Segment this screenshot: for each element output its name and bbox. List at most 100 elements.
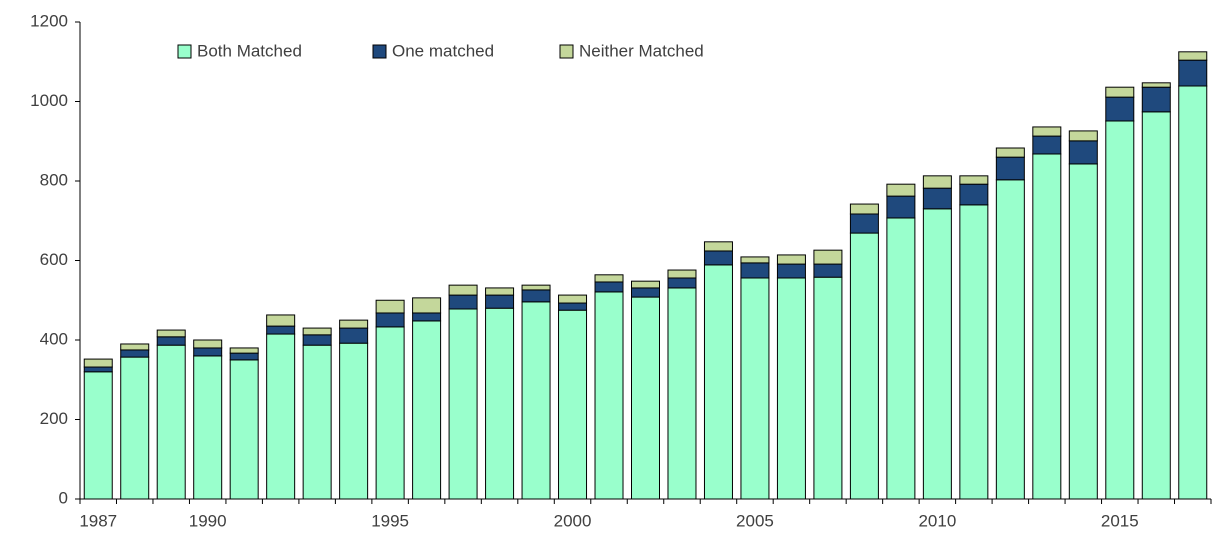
bar-segment xyxy=(594,274,624,283)
bar-segment xyxy=(631,296,660,500)
bar-segment xyxy=(1141,82,1171,88)
bar-segment xyxy=(995,179,1025,500)
bar-segment xyxy=(375,326,405,500)
bar-segment xyxy=(120,356,150,500)
x-tick-label: 2010 xyxy=(918,511,956,530)
y-tick-label: 1000 xyxy=(30,91,68,110)
bar-segment xyxy=(1105,120,1135,500)
bar-segment xyxy=(558,302,588,311)
bar-segment xyxy=(83,358,113,368)
bar-segment xyxy=(485,287,515,296)
bar-segment xyxy=(849,232,879,500)
y-tick-label: 200 xyxy=(40,409,68,428)
bar-segment xyxy=(922,175,952,189)
bar-segment xyxy=(667,287,697,500)
bar-segment xyxy=(703,241,733,252)
legend-label: Neither Matched xyxy=(579,41,704,60)
bar-segment xyxy=(156,329,186,338)
bar-segment xyxy=(886,183,916,197)
bar-segment xyxy=(120,349,150,358)
bar-segment xyxy=(1178,51,1208,61)
bar-segment xyxy=(631,287,660,298)
bar-segment xyxy=(1032,126,1062,137)
bar-segment xyxy=(229,359,259,500)
bar-segment xyxy=(776,263,806,279)
bar-segment xyxy=(558,294,588,304)
bar-segment xyxy=(339,342,369,500)
y-tick-label: 400 xyxy=(40,329,68,348)
x-tick-label: 2015 xyxy=(1101,511,1139,530)
bar-segment xyxy=(229,352,259,361)
bar-segment xyxy=(1141,111,1171,500)
bar-segment xyxy=(302,344,332,500)
bar-segment xyxy=(959,204,989,500)
legend-swatch xyxy=(177,44,192,59)
bar-segment xyxy=(849,213,879,234)
bar-segment xyxy=(521,289,551,303)
bar-segment xyxy=(594,291,624,500)
bar-segment xyxy=(229,347,259,354)
bar-segment xyxy=(922,187,952,210)
bar-segment xyxy=(995,147,1025,158)
bar-segment xyxy=(193,355,223,500)
bar-segment xyxy=(302,334,332,346)
bar-segment xyxy=(849,203,879,215)
bar-segment xyxy=(412,312,442,322)
bar-segment xyxy=(266,314,296,327)
bar-segment xyxy=(83,366,113,373)
bar-segment xyxy=(776,277,806,500)
bar-segment xyxy=(740,277,770,500)
bar-segment xyxy=(266,333,296,500)
x-tick-label: 1990 xyxy=(189,511,227,530)
bar-segment xyxy=(485,307,515,500)
legend-swatch xyxy=(559,44,574,59)
y-tick-label: 800 xyxy=(40,170,68,189)
bar-segment xyxy=(1068,163,1098,500)
bar-segment xyxy=(266,325,296,335)
bar-segment xyxy=(1068,130,1098,142)
legend-label: Both Matched xyxy=(197,41,302,60)
bar-segment xyxy=(740,256,770,264)
bar-segment xyxy=(1068,140,1098,165)
bar-segment xyxy=(667,269,697,279)
bar-segment xyxy=(1105,86,1135,98)
bar-segment xyxy=(156,344,186,500)
bar-segment xyxy=(375,312,405,328)
y-tick-label: 0 xyxy=(59,488,68,507)
bar-segment xyxy=(302,327,332,336)
bar-segment xyxy=(1032,153,1062,500)
bar-segment xyxy=(1141,86,1171,113)
bar-segment xyxy=(631,280,660,289)
x-tick-label: 2005 xyxy=(736,511,774,530)
x-tick-label: 1987 xyxy=(79,511,117,530)
bar-segment xyxy=(412,297,442,314)
bar-segment xyxy=(193,339,223,349)
bar-segment xyxy=(959,175,989,185)
x-tick-label: 2000 xyxy=(554,511,592,530)
y-tick-label: 600 xyxy=(40,250,68,269)
bar-segment xyxy=(703,250,733,266)
bar-segment xyxy=(1178,59,1208,87)
bar-segment xyxy=(1178,85,1208,500)
bar-segment xyxy=(813,263,843,278)
bar-segment xyxy=(412,320,442,500)
x-tick-label: 1995 xyxy=(371,511,409,530)
bar-segment xyxy=(521,284,551,291)
bar-segment xyxy=(813,276,843,500)
bar-segment xyxy=(959,183,989,206)
bar-segment xyxy=(448,308,478,500)
bar-segment xyxy=(156,336,186,346)
bar-segment xyxy=(740,262,770,279)
bar-segment xyxy=(339,327,369,344)
bar-segment xyxy=(667,277,697,289)
bar-segment xyxy=(594,281,624,293)
bar-segment xyxy=(83,371,113,500)
bar-segment xyxy=(1032,135,1062,155)
y-tick-label: 1200 xyxy=(30,11,68,30)
bar-segment xyxy=(995,156,1025,181)
bar-segment xyxy=(448,284,478,296)
bar-segment xyxy=(813,249,843,265)
bar-segment xyxy=(703,264,733,500)
bar-segment xyxy=(448,294,478,310)
